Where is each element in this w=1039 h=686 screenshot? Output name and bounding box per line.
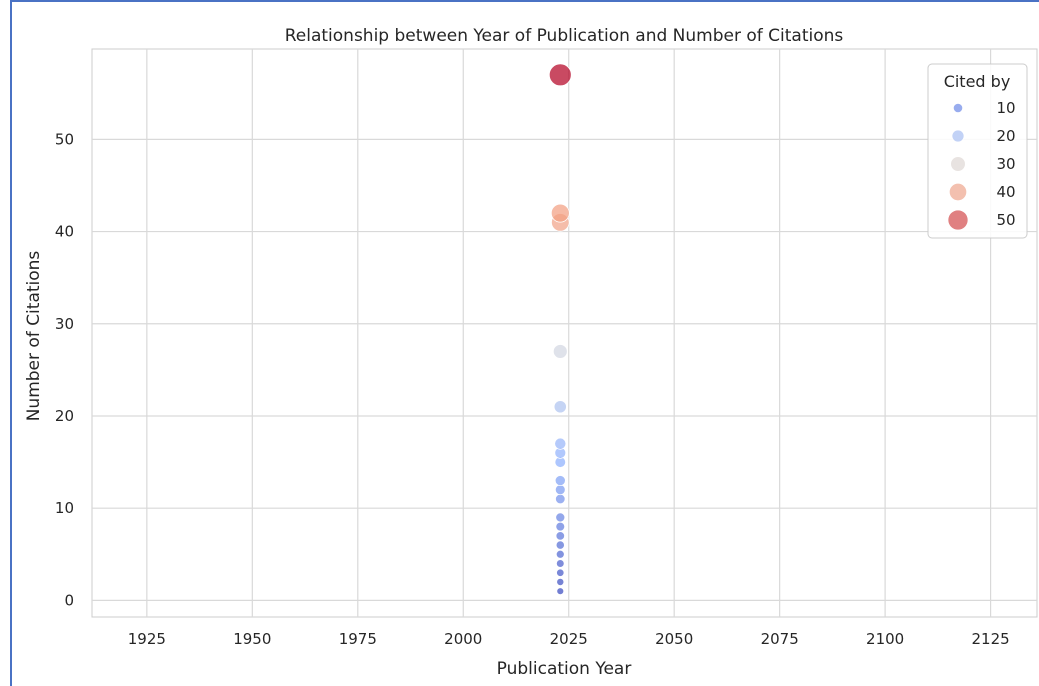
legend-label: 40 [996, 183, 1015, 201]
y-tick-labels: 0 10 20 30 40 50 [55, 130, 74, 609]
scatter-point [555, 540, 565, 550]
scatter-point [555, 521, 566, 532]
legend-marker [947, 209, 969, 231]
x-axis-label: Publication Year [497, 659, 632, 679]
scatter-point [554, 475, 566, 487]
grid [92, 49, 1037, 617]
x-tick-label: 1975 [339, 630, 377, 648]
x-tick-label: 2100 [866, 630, 904, 648]
scatter-point [556, 568, 565, 577]
scatter-point [548, 63, 572, 87]
y-tick-label: 20 [55, 407, 74, 425]
legend-marker [948, 182, 968, 202]
scatter-point [552, 344, 568, 359]
legend-title: Cited by [944, 72, 1011, 91]
x-tick-label: 1950 [233, 630, 271, 648]
legend-entries: 10 20 30 40 50 [947, 99, 1016, 231]
y-tick-label: 0 [64, 591, 74, 609]
legend: Cited by 10 20 30 40 50 [927, 63, 1028, 239]
y-tick-label: 10 [55, 499, 74, 517]
data-points [548, 63, 572, 596]
scatter-point [554, 437, 567, 450]
plot-area [91, 48, 1038, 618]
x-tick-label: 2050 [655, 630, 693, 648]
scatter-point [554, 484, 566, 496]
scatter-point [555, 559, 565, 568]
x-tick-label: 2000 [444, 630, 482, 648]
legend-marker [952, 102, 964, 114]
x-tick-label: 2025 [550, 630, 588, 648]
scatter-point [556, 577, 565, 586]
scatter-point [555, 531, 565, 541]
x-tick-labels: 1925 1950 1975 2000 2025 2050 2075 2100 2125 [128, 630, 1010, 648]
scatter-point [553, 400, 567, 414]
legend-label: 20 [996, 127, 1015, 145]
y-tick-label: 50 [55, 130, 74, 148]
legend-label: 50 [996, 211, 1015, 229]
scatter-point [556, 587, 565, 596]
legend-label: 10 [996, 99, 1015, 117]
legend-marker [950, 156, 966, 172]
x-tick-label: 1925 [128, 630, 166, 648]
legend-label: 30 [996, 155, 1015, 173]
x-tick-label: 2125 [972, 630, 1010, 648]
y-tick-label: 30 [55, 315, 74, 333]
y-axis-label: Number of Citations [24, 251, 44, 422]
chart-title: Relationship between Year of Publication… [285, 26, 844, 46]
scatter-point [555, 512, 566, 523]
window-frame [10, 0, 1039, 686]
y-tick-label: 40 [55, 223, 74, 241]
scatter-point [555, 493, 566, 505]
legend-marker [951, 129, 965, 143]
scatter-point [550, 203, 570, 223]
scatter-point [555, 549, 565, 559]
x-tick-label: 2075 [761, 630, 799, 648]
